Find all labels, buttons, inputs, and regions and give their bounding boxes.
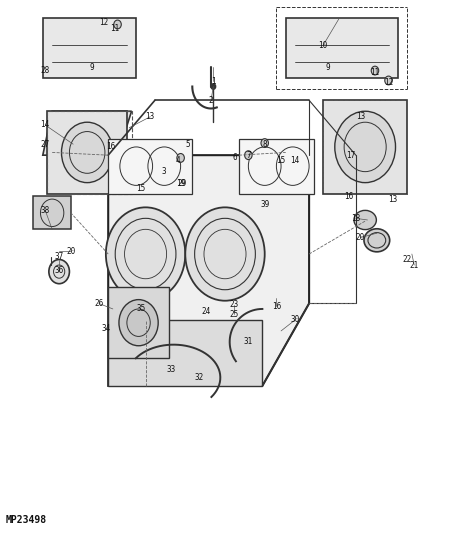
Circle shape <box>185 208 264 301</box>
Text: 15: 15 <box>137 184 146 193</box>
Polygon shape <box>108 287 169 358</box>
Polygon shape <box>47 112 127 194</box>
Text: 30: 30 <box>291 315 300 325</box>
Text: 24: 24 <box>202 307 211 316</box>
Polygon shape <box>43 112 132 155</box>
Circle shape <box>211 84 216 89</box>
Text: 26: 26 <box>94 299 103 308</box>
Polygon shape <box>239 139 314 194</box>
Polygon shape <box>108 320 263 386</box>
Polygon shape <box>108 139 192 194</box>
Text: 16: 16 <box>344 192 354 201</box>
Text: 25: 25 <box>230 310 239 319</box>
Text: 19: 19 <box>176 179 185 188</box>
Polygon shape <box>43 18 136 78</box>
Text: 16: 16 <box>272 302 281 311</box>
Text: 32: 32 <box>195 373 204 382</box>
Text: 11: 11 <box>370 68 379 77</box>
Polygon shape <box>108 155 309 386</box>
Text: 21: 21 <box>410 261 419 269</box>
Circle shape <box>371 66 379 75</box>
Text: 37: 37 <box>55 252 64 261</box>
Text: 4: 4 <box>176 156 181 165</box>
Text: 35: 35 <box>137 305 146 314</box>
Polygon shape <box>323 100 407 194</box>
Text: 16: 16 <box>106 142 115 151</box>
Text: 12: 12 <box>99 18 108 26</box>
Text: 12: 12 <box>384 78 393 87</box>
Circle shape <box>177 153 184 162</box>
Text: 13: 13 <box>146 112 155 121</box>
Text: 38: 38 <box>40 205 50 215</box>
Circle shape <box>114 20 121 29</box>
Text: 1: 1 <box>211 77 216 86</box>
Text: 29: 29 <box>177 179 187 188</box>
Circle shape <box>106 208 185 301</box>
Text: 20: 20 <box>356 233 365 242</box>
Text: 31: 31 <box>244 337 253 347</box>
Text: 28: 28 <box>40 66 50 75</box>
Circle shape <box>261 139 268 147</box>
Text: 33: 33 <box>167 365 176 374</box>
Text: 27: 27 <box>40 140 50 148</box>
Text: 9: 9 <box>90 63 94 72</box>
Text: 23: 23 <box>230 300 239 309</box>
Text: 34: 34 <box>101 323 110 333</box>
Text: 14: 14 <box>40 120 50 130</box>
Text: 9: 9 <box>326 63 330 72</box>
Text: 7: 7 <box>246 151 251 160</box>
Text: 36: 36 <box>55 266 64 275</box>
Text: 8: 8 <box>263 140 267 148</box>
Text: 11: 11 <box>110 24 120 33</box>
Text: 17: 17 <box>346 151 356 160</box>
Text: 14: 14 <box>291 156 300 165</box>
Text: 13: 13 <box>389 195 398 204</box>
Text: 3: 3 <box>162 167 166 176</box>
Circle shape <box>335 112 395 183</box>
Text: 15: 15 <box>276 156 286 165</box>
Text: 39: 39 <box>260 200 269 209</box>
Text: 5: 5 <box>185 140 190 148</box>
Circle shape <box>119 300 158 346</box>
Text: MP23498: MP23498 <box>6 516 47 526</box>
Ellipse shape <box>364 229 390 252</box>
Text: 13: 13 <box>356 112 365 121</box>
Circle shape <box>385 76 392 85</box>
Text: 20: 20 <box>66 247 75 256</box>
Text: 10: 10 <box>319 41 328 50</box>
Circle shape <box>49 259 69 284</box>
Circle shape <box>62 122 113 183</box>
Text: 22: 22 <box>402 255 412 264</box>
Text: 2: 2 <box>209 95 213 105</box>
Text: 18: 18 <box>351 214 360 223</box>
Circle shape <box>245 151 252 160</box>
Text: 6: 6 <box>232 153 237 162</box>
Polygon shape <box>34 197 71 229</box>
Ellipse shape <box>354 210 376 230</box>
Polygon shape <box>286 18 398 78</box>
